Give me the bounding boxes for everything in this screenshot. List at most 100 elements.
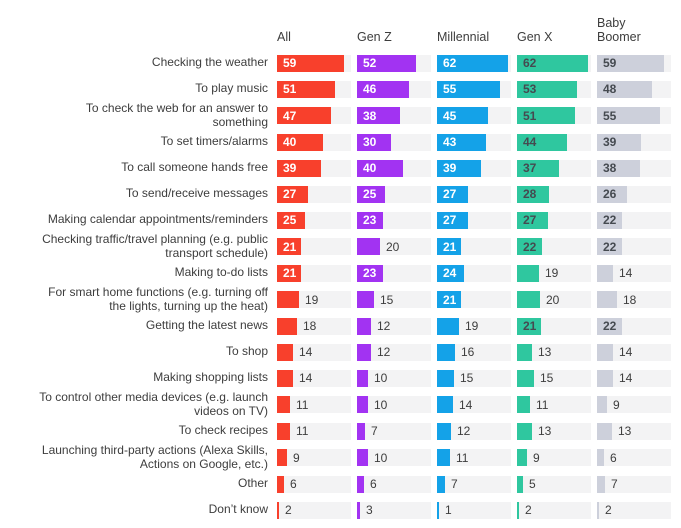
- chart-row: Checking the weather 59 52 62 62 59: [0, 50, 681, 76]
- bar: [437, 133, 486, 151]
- bar-track: 38: [597, 159, 671, 177]
- bar-cell: 11: [437, 449, 511, 466]
- bar: [437, 54, 508, 72]
- bar-cell: 15: [357, 291, 431, 308]
- row-label: Launching third-party actions (Alexa Ski…: [41, 443, 268, 471]
- bar-track: 59: [277, 54, 351, 72]
- bar-value: 14: [619, 266, 633, 280]
- chart-row: To play music 51 46 55 53 48: [0, 76, 681, 102]
- bar: [277, 317, 297, 335]
- bar: [277, 264, 301, 282]
- row-label: To set timers/alarms: [160, 134, 268, 149]
- bar-value: 22: [603, 239, 617, 254]
- bar-cell: 28: [517, 185, 591, 203]
- chart-row: Making shopping lists 14 10 15 15 14: [0, 365, 681, 391]
- bar-cell: 10: [357, 369, 431, 387]
- bar-value: 20: [386, 239, 400, 254]
- bar: [597, 107, 660, 124]
- bar-cell: 9: [597, 396, 671, 413]
- bar-track: 14: [277, 369, 351, 387]
- bar-value: 15: [460, 371, 474, 385]
- bar: [437, 185, 468, 203]
- bar: [277, 449, 287, 466]
- bar-cell: 51: [277, 80, 351, 98]
- bar: [357, 369, 368, 387]
- bar-value: 21: [283, 266, 297, 280]
- bar-cell: 27: [437, 211, 511, 229]
- bar-cell: 25: [277, 211, 351, 229]
- bar: [357, 396, 368, 413]
- bar-value: 21: [283, 239, 297, 254]
- bar-track: 27: [437, 211, 511, 229]
- bar: [597, 422, 612, 440]
- bar-track: 5: [517, 475, 591, 493]
- bar-value: 40: [283, 135, 297, 149]
- bar-value: 30: [363, 135, 377, 149]
- bar-value: 25: [363, 187, 377, 201]
- bar-cell: 6: [277, 475, 351, 493]
- bar-track: 7: [437, 475, 511, 493]
- bar-value: 48: [603, 82, 617, 96]
- bar-value: 39: [283, 161, 297, 175]
- bar: [597, 159, 640, 177]
- bar-track: 15: [517, 369, 591, 387]
- chart-row: To check recipes 11 7 12 13 13: [0, 418, 681, 444]
- chart-row: To send/receive messages 27 25 27 28 26: [0, 181, 681, 207]
- bar-value: 2: [605, 503, 612, 517]
- bar-value: 23: [363, 213, 377, 227]
- bar: [517, 211, 548, 229]
- bar-track: 12: [357, 317, 431, 335]
- bar: [357, 107, 400, 124]
- bar-cell: 27: [437, 185, 511, 203]
- bar-cell: 25: [357, 185, 431, 203]
- bar-value: 19: [545, 266, 559, 280]
- row-label: Making calendar appointments/reminders: [47, 212, 268, 227]
- bar-cell: 21: [277, 238, 351, 255]
- bar-cell: 13: [517, 422, 591, 440]
- bar: [517, 475, 523, 493]
- bar-track: 22: [597, 238, 671, 255]
- bar-value: 13: [538, 345, 552, 359]
- row-label: To control other media devices (e.g. lau…: [39, 390, 268, 418]
- bar-cell: 9: [517, 449, 591, 466]
- bar: [357, 475, 364, 493]
- bar-track: 20: [357, 238, 431, 255]
- bar-value: 19: [465, 319, 479, 333]
- bar: [597, 264, 613, 282]
- bar-track: 25: [277, 211, 351, 229]
- bar-cell: 40: [357, 159, 431, 177]
- bar-value: 27: [283, 187, 297, 201]
- bar-cell: 18: [597, 291, 671, 308]
- bar-value: 27: [443, 187, 457, 201]
- bar-cell: 2: [597, 501, 671, 519]
- bar-track: 21: [437, 238, 511, 255]
- bar-cell: 19: [437, 317, 511, 335]
- bar-cell: 19: [517, 264, 591, 282]
- bar-cell: 38: [357, 107, 431, 124]
- bar: [357, 501, 360, 519]
- bar-track: 39: [597, 133, 671, 151]
- bar-value: 47: [283, 108, 297, 123]
- bar-value: 13: [538, 424, 552, 438]
- bar-value: 14: [299, 371, 313, 385]
- bar-value: 22: [603, 319, 617, 333]
- column-header-all: All: [277, 30, 291, 44]
- bar-track: 6: [597, 449, 671, 466]
- chart-row: Getting the latest news 18 12 19 21 22: [0, 313, 681, 339]
- bar: [357, 133, 391, 151]
- bar-track: 23: [357, 264, 431, 282]
- bar-track: 22: [597, 211, 671, 229]
- row-label: Other: [237, 476, 268, 491]
- bar-track: 1: [437, 501, 511, 519]
- bar-value: 22: [603, 213, 617, 227]
- bar-value: 13: [618, 424, 632, 438]
- bar: [517, 107, 575, 124]
- bar-cell: 14: [437, 396, 511, 413]
- bar-value: 9: [533, 450, 540, 465]
- bar-track: 11: [517, 396, 591, 413]
- bar-cell: 48: [597, 80, 671, 98]
- bar-value: 40: [363, 161, 377, 175]
- bar-track: 55: [437, 80, 511, 98]
- bar-track: 44: [517, 133, 591, 151]
